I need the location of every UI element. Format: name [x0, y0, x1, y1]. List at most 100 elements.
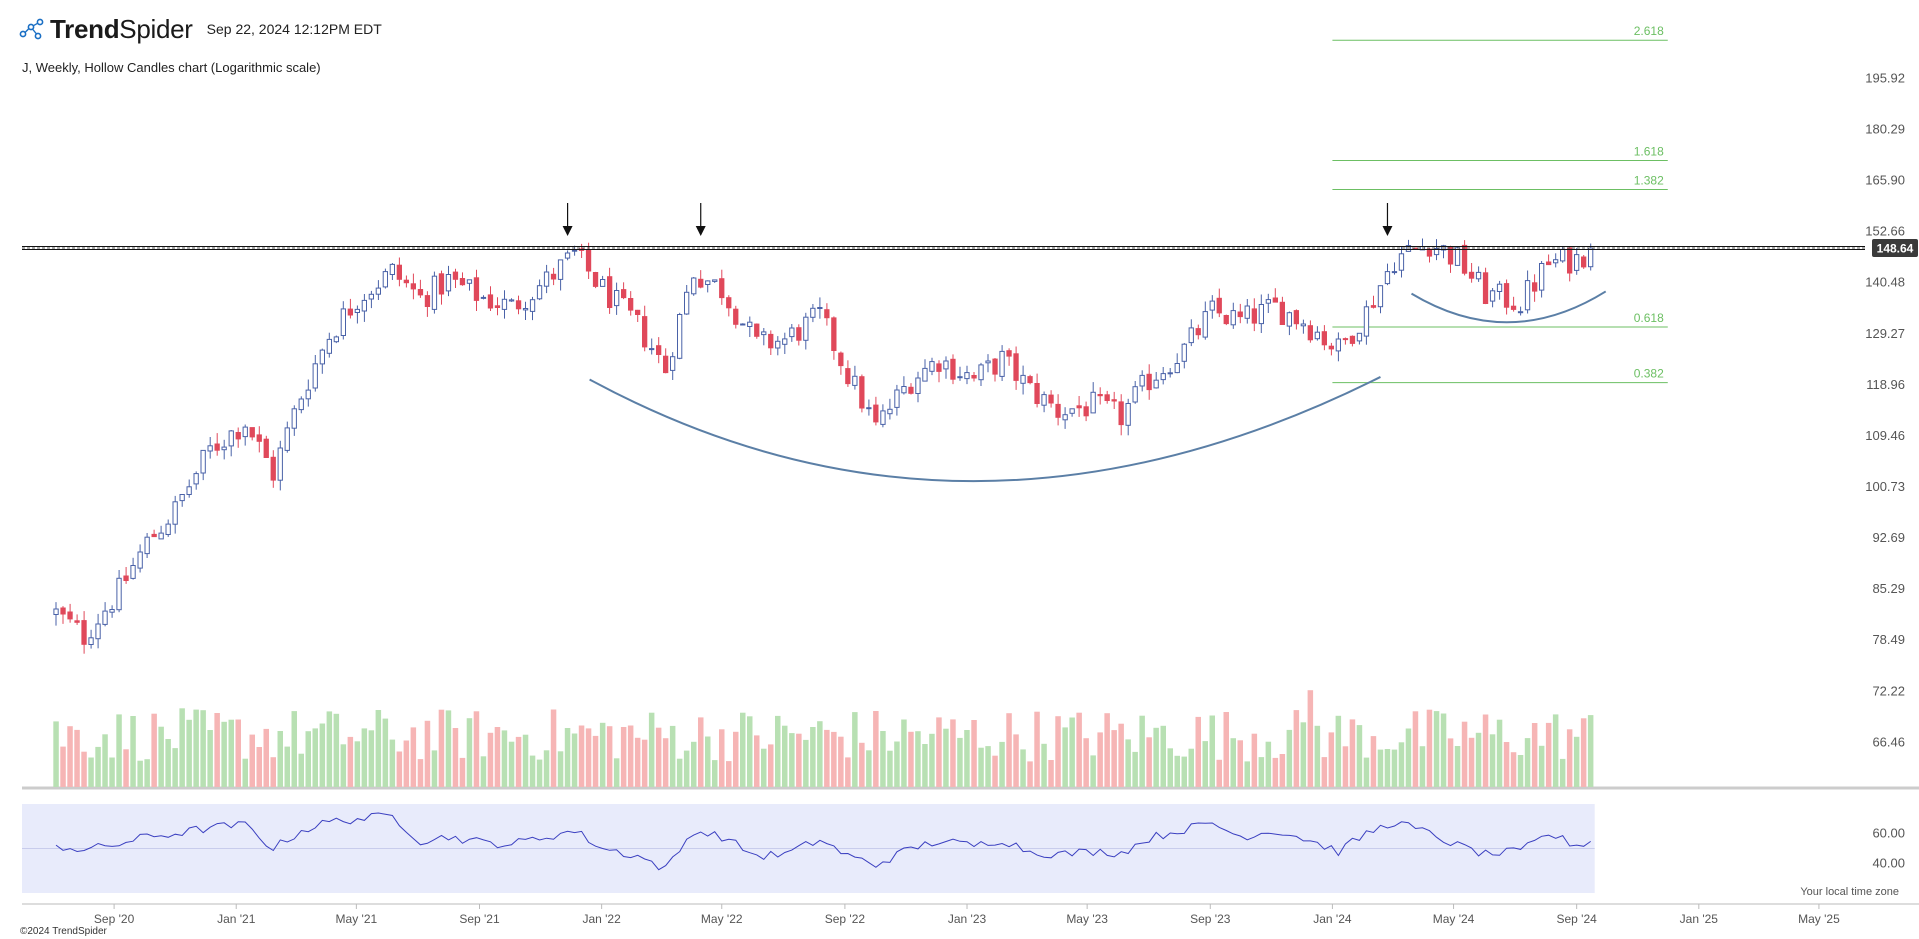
- volume-bar: [585, 728, 592, 787]
- candle-body: [705, 280, 711, 285]
- copyright: ©2024 TrendSpider: [20, 926, 107, 937]
- x-tick-label: Sep '20: [94, 912, 135, 926]
- volume-bar: [536, 759, 543, 787]
- candle-body: [1468, 271, 1475, 279]
- candle-body: [480, 296, 487, 299]
- brand-name: TrendSpider: [50, 14, 193, 45]
- brand-prefix: Trend: [50, 13, 120, 44]
- candle-body: [796, 327, 802, 341]
- x-tick-label: Jan '21: [217, 912, 256, 926]
- volume-bar: [1118, 723, 1124, 787]
- volume-bar: [277, 731, 283, 787]
- candle-body: [1461, 244, 1468, 274]
- candle-body: [564, 252, 571, 259]
- candle-body: [712, 279, 718, 282]
- candle-body: [501, 298, 508, 310]
- candle-body: [165, 523, 171, 535]
- candle-body: [291, 408, 297, 429]
- candle-body: [1553, 259, 1559, 264]
- volume-bar: [691, 741, 697, 787]
- volume-bar: [1286, 729, 1293, 787]
- x-tick-label: May '22: [701, 912, 743, 926]
- volume-bar: [1125, 739, 1131, 787]
- volume-bar: [1027, 761, 1033, 787]
- volume-bar: [1195, 716, 1201, 787]
- candle-body: [536, 285, 543, 300]
- candle-body: [1546, 261, 1552, 266]
- volume-bar: [207, 730, 213, 787]
- volume-bar: [487, 732, 494, 787]
- volume-bar: [1405, 728, 1412, 787]
- volume-bar: [550, 709, 557, 787]
- candle-body: [964, 372, 970, 380]
- candle-body: [1237, 311, 1243, 318]
- timezone-note[interactable]: Your local time zone: [1800, 886, 1899, 898]
- candle-body: [915, 377, 921, 394]
- volume-bar: [698, 717, 704, 787]
- candle-body: [466, 279, 473, 284]
- volume-bar: [1006, 713, 1012, 787]
- y-tick-label: 66.46: [1872, 734, 1905, 749]
- volume-bar: [1258, 757, 1265, 787]
- candle-body: [1167, 372, 1173, 375]
- volume-bar: [319, 723, 326, 787]
- volume-bar: [1090, 755, 1096, 787]
- candle-body: [1265, 299, 1271, 304]
- candle-body: [894, 389, 900, 408]
- x-tick-label: May '24: [1433, 912, 1475, 926]
- volume-bar: [270, 757, 276, 787]
- volume-bar: [403, 740, 410, 787]
- volume-bar: [1083, 738, 1089, 787]
- candle-body: [494, 305, 501, 308]
- volume-bar: [431, 750, 438, 787]
- candle-body: [522, 308, 529, 311]
- candle-body: [768, 333, 774, 349]
- candle-body: [1489, 290, 1496, 302]
- volume-bar: [1293, 710, 1300, 787]
- candle-body: [1524, 280, 1531, 311]
- candle-body: [1251, 308, 1257, 324]
- candle-body: [550, 273, 557, 280]
- candle-body: [410, 283, 417, 290]
- candle-body: [1426, 248, 1433, 257]
- volume-bar: [908, 731, 914, 787]
- candle-body: [684, 291, 690, 315]
- volume-bar: [508, 741, 515, 787]
- volume-bar: [873, 711, 879, 787]
- volume-bar: [1097, 732, 1103, 787]
- fib-level-label: 0.618: [1634, 311, 1664, 325]
- volume-bar: [1454, 746, 1461, 787]
- candle-body: [529, 299, 536, 312]
- candle-body: [677, 314, 683, 359]
- volume-bar: [999, 741, 1005, 787]
- volume-bar: [627, 725, 634, 787]
- candle-body: [158, 532, 164, 540]
- volume-bar: [305, 731, 311, 787]
- candle-body: [978, 364, 984, 381]
- volume-bar: [789, 733, 795, 787]
- volume-bar: [1069, 717, 1075, 787]
- volume-bar: [1174, 755, 1180, 787]
- chart-frame: [22, 786, 1919, 905]
- volume-bar: [957, 737, 963, 787]
- volume-bar: [620, 727, 627, 787]
- volume-bar: [424, 720, 431, 787]
- volume-bar: [1265, 741, 1272, 787]
- volume-bar: [641, 739, 648, 787]
- fib-level-label: 1.618: [1634, 145, 1664, 159]
- y-tick-label: 140.48: [1865, 275, 1905, 290]
- candle-body: [1090, 391, 1096, 414]
- volume-bar: [1104, 713, 1110, 787]
- timestamp: Sep 22, 2024 12:12PM EDT: [206, 21, 382, 37]
- candle-body: [200, 449, 206, 474]
- x-tick-label: Jan '25: [1680, 912, 1719, 926]
- volume-bar: [1531, 723, 1538, 787]
- candle-body: [628, 298, 634, 311]
- volume-bar: [1139, 715, 1145, 787]
- candle-body: [452, 271, 459, 280]
- volume-bar: [1209, 715, 1215, 787]
- candle-body: [1496, 283, 1503, 293]
- candle-body: [151, 533, 157, 538]
- candle-body: [908, 386, 914, 394]
